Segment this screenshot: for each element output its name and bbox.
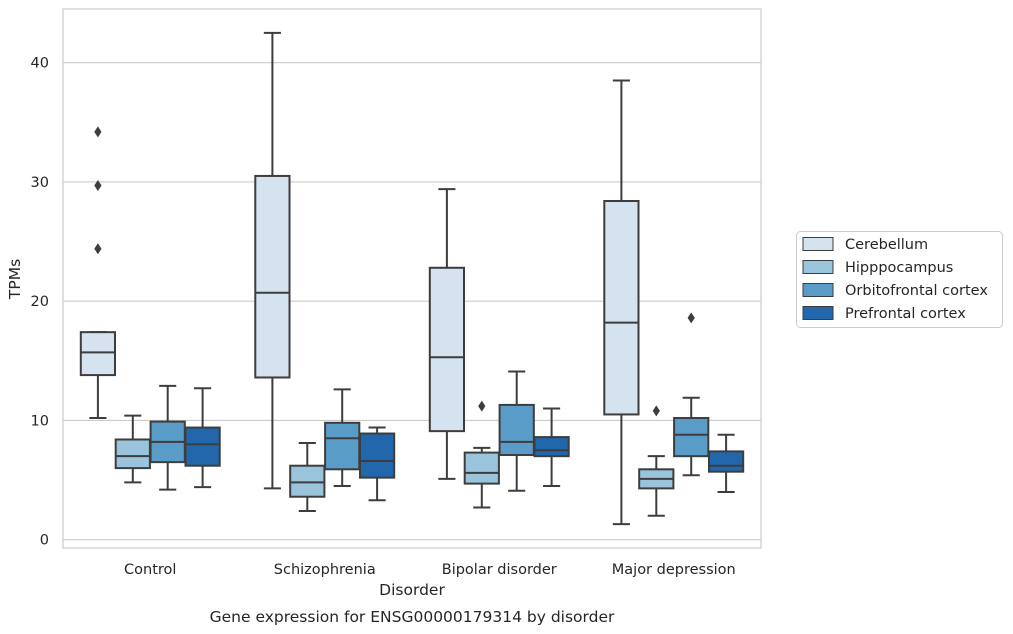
y-axis-ticks: 0 10 20 30 40 [31, 56, 49, 549]
box-iqr [673, 417, 710, 458]
box-0-1 [114, 414, 151, 484]
x-tick-label: Schizophrenia [274, 562, 376, 578]
legend: Cerebellum Hipppocampus Orbitofrontal cort… [796, 231, 1003, 328]
box-iqr [463, 451, 500, 485]
box-2-1 [463, 400, 500, 509]
legend-swatch [802, 283, 834, 297]
box-0-0 [79, 126, 117, 420]
box-iqr [358, 432, 396, 479]
box-0-3 [184, 387, 221, 489]
outlier-point [94, 179, 102, 191]
y-axis-title: TPMs [6, 259, 24, 300]
box-0-2 [149, 384, 186, 491]
box-1-1 [289, 442, 326, 513]
box-1-3 [358, 426, 396, 502]
box-iqr [114, 438, 151, 470]
y-tick-label: 20 [31, 294, 49, 310]
box-iqr [79, 331, 117, 377]
boxes [79, 31, 745, 526]
box-iqr [498, 403, 535, 456]
box-3-1 [638, 405, 675, 517]
box-1-0 [254, 31, 291, 490]
x-axis-title: Disorder [379, 581, 445, 599]
box-iqr [289, 464, 326, 498]
box-3-2 [673, 312, 710, 477]
legend-label: Cerebellum [845, 237, 928, 253]
box-1-2 [324, 388, 361, 487]
outlier-point [687, 312, 695, 324]
box-3-3 [707, 433, 745, 493]
box-iqr [184, 426, 221, 467]
chart-caption: Gene expression for ENSG00000179314 by d… [210, 608, 615, 626]
outlier-point [652, 405, 660, 417]
box-2-3 [533, 407, 570, 487]
gridlines [63, 62, 761, 541]
box-iqr [603, 199, 640, 416]
x-tick-label: Major depression [612, 562, 736, 578]
legend-swatch [802, 306, 834, 320]
legend-label: Orbitofrontal cortex [845, 283, 988, 299]
legend-swatch [802, 260, 834, 274]
box-iqr [254, 174, 291, 379]
x-tick-label: Control [124, 562, 176, 578]
legend-label: Prefrontal cortex [845, 306, 966, 322]
y-tick-label: 0 [40, 533, 49, 549]
outlier-point [478, 400, 486, 412]
outlier-point [94, 126, 102, 138]
box-iqr [707, 450, 745, 473]
box-iqr [428, 266, 466, 433]
box-2-0 [428, 188, 466, 480]
y-tick-label: 30 [31, 175, 49, 191]
x-axis-ticks: Control Schizophrenia Bipolar disorder Majo… [124, 562, 736, 578]
legend-label: Hipppocampus [845, 260, 953, 276]
box-iqr [533, 436, 570, 458]
box-2-2 [498, 370, 535, 492]
box-3-0 [603, 79, 640, 526]
y-tick-label: 10 [31, 413, 49, 429]
box-iqr [324, 421, 361, 471]
x-tick-label: Bipolar disorder [442, 562, 557, 578]
plot-frame [62, 8, 762, 549]
y-tick-label: 40 [31, 56, 49, 72]
legend-frame [796, 231, 1003, 328]
legend-swatch [802, 237, 834, 251]
outlier-point [94, 243, 102, 255]
